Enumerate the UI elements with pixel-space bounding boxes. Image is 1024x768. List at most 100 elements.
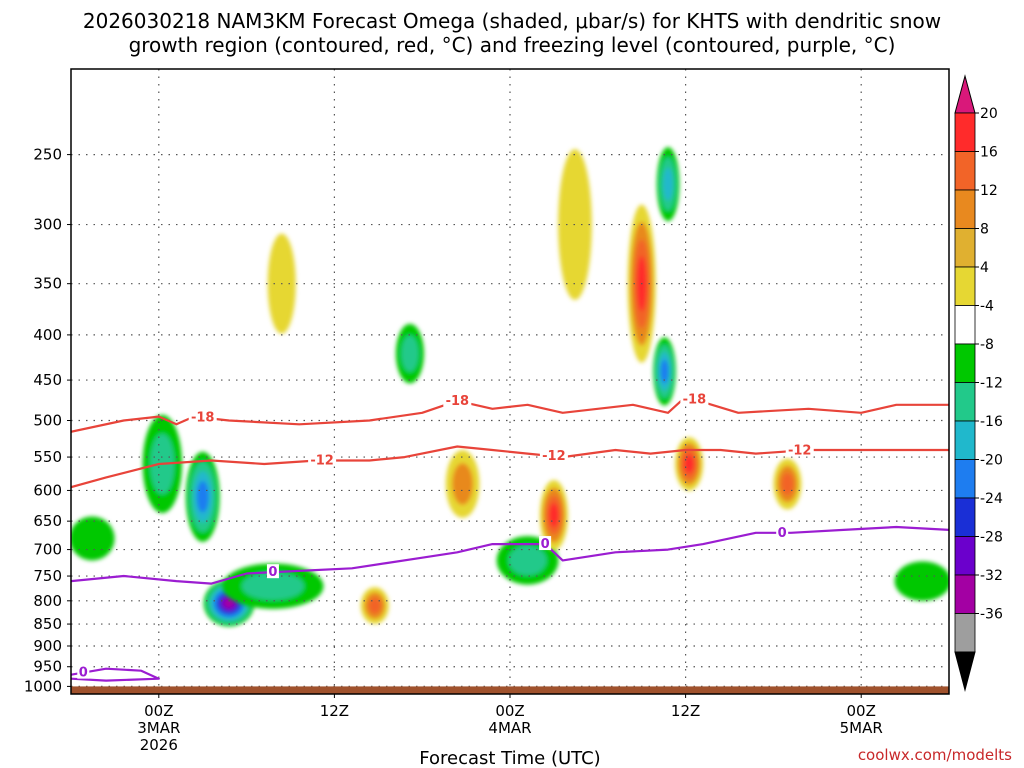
- contour-label-bg: [539, 536, 552, 551]
- contour-line: [71, 667, 160, 682]
- x-tick-label: 00Z: [847, 702, 876, 720]
- y-tick-label: 1000: [24, 677, 62, 695]
- contour-label: -18: [446, 394, 470, 409]
- omega-level-12: [368, 597, 382, 614]
- colorbar-label: 20: [980, 106, 998, 122]
- omega-feature: [71, 516, 115, 561]
- x-tick-label: 3MAR: [137, 719, 180, 737]
- colorbar-segment: [954, 420, 976, 460]
- contour-label-bg: [680, 391, 709, 406]
- omega-level--12: [663, 167, 674, 201]
- colorbar-cap-bottom: [954, 651, 976, 692]
- colorbar-label: -12: [980, 376, 1003, 392]
- colorbar-label: 12: [980, 183, 998, 199]
- contour-line: [71, 445, 949, 489]
- omega-level--8: [401, 335, 419, 372]
- omega-level--8: [241, 572, 305, 601]
- colorbar-label: -24: [980, 491, 1003, 507]
- x-tick-label: 12Z: [320, 702, 349, 720]
- contour-label-bg: [776, 524, 789, 539]
- contour-label: -12: [310, 454, 334, 469]
- contour-label-bg: [785, 442, 814, 457]
- omega-level--16: [660, 359, 669, 384]
- omega-feature: [653, 337, 676, 406]
- contour-label: -12: [542, 449, 566, 464]
- colorbar-segment: [954, 536, 976, 576]
- x-tick-label: 4MAR: [488, 719, 531, 737]
- omega-feature: [185, 451, 220, 542]
- colorbar-segment: [954, 343, 976, 383]
- contour-label-bg: [443, 392, 472, 407]
- y-tick-label: 800: [33, 592, 62, 610]
- colorbar-label: 4: [980, 260, 989, 276]
- credit-text: coolwx.com/modelts: [858, 746, 1012, 764]
- colorbar-label: -32: [980, 568, 1003, 584]
- contour-line: [71, 395, 949, 433]
- contour-label: -12: [788, 444, 812, 459]
- omega-feature: [539, 480, 568, 551]
- omega-feature: [395, 323, 424, 384]
- y-tick-label: 650: [33, 512, 62, 530]
- y-tick-label: 700: [33, 541, 62, 559]
- omega-feature: [773, 458, 802, 510]
- colorbar-segment: [954, 305, 976, 345]
- omega-level--4: [894, 561, 949, 601]
- omega-feature: [360, 587, 389, 625]
- omega-feature: [445, 450, 480, 518]
- colorbar-segment: [954, 189, 976, 229]
- x-tick-label: 5MAR: [840, 719, 883, 737]
- omega-level-8: [452, 463, 473, 505]
- y-tick-label: 550: [33, 448, 62, 466]
- colorbar-segment: [954, 613, 976, 653]
- y-tick-label: 950: [33, 658, 62, 676]
- contour-label-bg: [188, 409, 217, 424]
- y-tick-label: 600: [33, 481, 62, 499]
- y-tick-label: 300: [33, 216, 62, 234]
- omega-shading: [71, 147, 949, 627]
- colorbar-segment: [954, 228, 976, 268]
- plot-area: -18 -18 -18 -12 -12 -12 0 0 0 0: [70, 68, 950, 695]
- chart-title-line-2: growth region (contoured, red, °C) and f…: [129, 33, 896, 57]
- omega-level--8: [508, 545, 547, 576]
- colorbar-label: -4: [980, 299, 994, 315]
- y-axis: 250 300 350 400 450 500 550 600 650 700 750 800 850 9…: [24, 146, 71, 695]
- colorbar-segment: [954, 112, 976, 152]
- colorbar-label: -36: [980, 607, 1003, 623]
- colorbar-segment: [954, 497, 976, 537]
- omega-level-16: [684, 454, 694, 474]
- y-tick-label: 500: [33, 412, 62, 430]
- colorbar-segment: [954, 382, 976, 422]
- colorbar: 20 16 12 8 4 -4 -8 -12 -16 -20 -24 -28 -32 -36: [954, 74, 1003, 692]
- y-tick-label: 450: [33, 371, 62, 389]
- colorbar-cap-top: [954, 74, 976, 114]
- omega-level--28: [223, 598, 235, 609]
- contour-label: 0: [541, 537, 550, 552]
- omega-feature: [656, 147, 680, 222]
- colorbar-label: -20: [980, 453, 1003, 469]
- plot-background: [71, 69, 949, 694]
- contour-label: -18: [191, 411, 215, 426]
- omega-feature: [894, 561, 949, 601]
- colorbar-label: 8: [980, 222, 989, 238]
- colorbar-segment: [954, 266, 976, 306]
- omega-level-16: [549, 502, 559, 528]
- colorbar-segment: [954, 459, 976, 499]
- colorbar-segment: [954, 151, 976, 191]
- chart-title-line-1: 2026030218 NAM3KM Forecast Omega (shaded…: [83, 9, 941, 33]
- x-tick-label: 12Z: [671, 702, 700, 720]
- contour-label-bg: [266, 564, 279, 579]
- omega-level--16: [196, 481, 209, 513]
- omega-feature: [675, 437, 704, 491]
- x-tick-label: 00Z: [495, 702, 524, 720]
- y-tick-label: 750: [33, 567, 62, 585]
- y-tick-label: 250: [33, 146, 62, 164]
- omega-feature: [222, 563, 324, 609]
- contour-label-bg: [539, 448, 568, 463]
- y-tick-label: 400: [33, 326, 62, 344]
- x-tick-label: 2026: [140, 736, 178, 754]
- contour-label-bg: [77, 664, 90, 679]
- y-tick-label: 350: [33, 275, 62, 293]
- x-tick-label: 00Z: [144, 702, 173, 720]
- contour-label-bg: [308, 452, 337, 467]
